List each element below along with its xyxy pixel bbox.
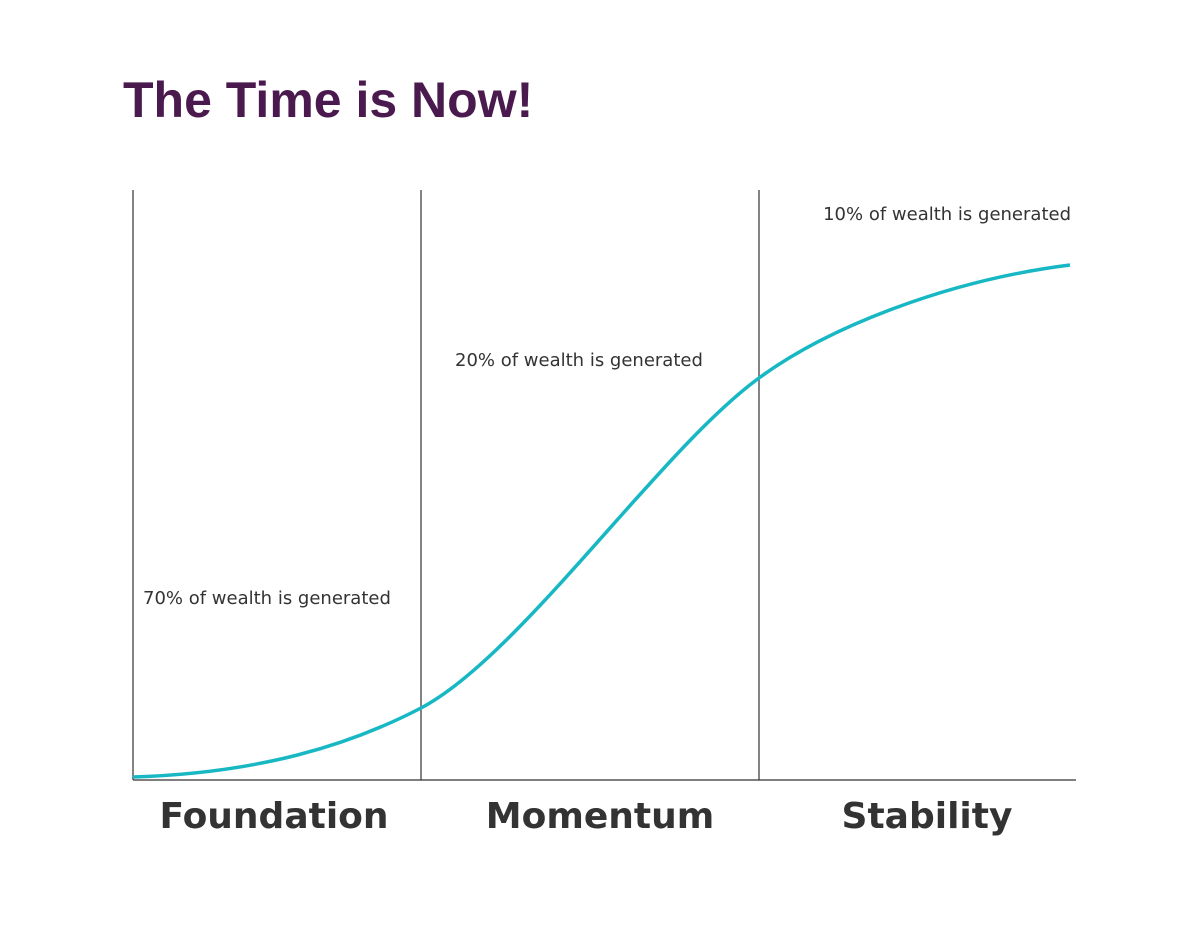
phase-label: Momentum	[486, 796, 714, 837]
growth-curve	[132, 263, 1071, 779]
title: The Time is Now!	[123, 72, 533, 128]
phase-note: 10% of wealth is generated	[823, 204, 1071, 225]
phase-note: 20% of wealth is generated	[455, 350, 703, 371]
phase-label: Stability	[842, 796, 1013, 837]
phase-label: Foundation	[159, 796, 388, 837]
phase-note: 70% of wealth is generated	[143, 588, 391, 609]
